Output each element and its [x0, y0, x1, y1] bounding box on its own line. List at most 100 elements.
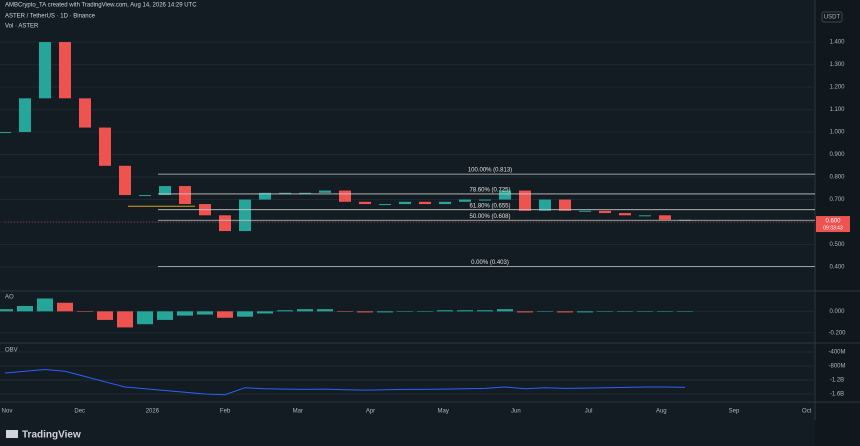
ao-bar: [37, 298, 53, 312]
ao-bar: [57, 302, 73, 312]
fib-label: 100.00% (0.813): [468, 168, 512, 174]
y-tick-label: 1.100: [829, 107, 845, 113]
y-tick-label: -1.6B: [830, 392, 844, 398]
ao-bar: [517, 311, 533, 313]
candle: [359, 201, 371, 205]
ao-bar: [177, 311, 193, 316]
candle: [279, 192, 291, 194]
candle: [439, 201, 451, 205]
candle: [119, 165, 131, 196]
fib-label: 0.00% (0.403): [471, 260, 509, 266]
x-tick-label: Jul: [585, 409, 593, 415]
candle: [519, 190, 531, 211]
candle: [139, 195, 151, 197]
ao-bar: [537, 311, 553, 312]
credit: AMBCrypto_TA created with TradingView.co…: [5, 3, 197, 9]
obv-title: OBV: [5, 348, 18, 354]
ao-bar: [257, 311, 273, 314]
candle: [459, 199, 471, 202]
ao-bar: [297, 309, 313, 312]
ao-bar: [237, 311, 253, 317]
ao-bar: [77, 311, 93, 312]
candle: [239, 199, 251, 232]
candle: [299, 192, 311, 194]
x-tick-label: 2026: [146, 409, 160, 415]
candle: [219, 215, 231, 232]
candle: [339, 190, 351, 202]
ao-bar: [377, 311, 393, 313]
ao-bar: [417, 311, 433, 312]
ao-bar: [357, 311, 373, 313]
x-tick-label: Dec: [74, 409, 85, 415]
x-tick-label: Jun: [511, 409, 521, 415]
candle: [639, 215, 651, 217]
fib-label: 50.00% (0.608): [469, 214, 510, 220]
y-tick-label: 1.300: [829, 62, 845, 68]
ao-bar: [117, 311, 133, 328]
ao-bar: [577, 311, 593, 313]
candle: [579, 210, 591, 212]
countdown: 09:33:43: [823, 225, 843, 231]
candle: [659, 215, 671, 220]
y-tick-label: 0.000: [829, 309, 845, 315]
currency-box: [821, 11, 843, 23]
x-tick-label: Oct: [802, 409, 812, 415]
fib-label: 61.80% (0.655): [469, 203, 510, 209]
candle: [19, 98, 31, 133]
ao-bar: [557, 311, 573, 313]
y-tick-label: 0.500: [829, 242, 845, 248]
candle: [499, 190, 511, 200]
candle: [559, 199, 571, 211]
candle: [79, 98, 91, 128]
ao-bar: [477, 310, 493, 312]
candle: [99, 127, 111, 166]
ao-title: AO: [5, 295, 14, 301]
y-tick-label: -0.200: [828, 330, 846, 336]
ao-bar: [277, 310, 293, 312]
x-tick-label: Aug: [656, 409, 667, 415]
candle: [379, 204, 391, 206]
last-price-box: [816, 216, 850, 233]
candle: [319, 190, 331, 193]
ao-bar: [317, 309, 333, 312]
ao-bar: [217, 311, 233, 318]
ao-bar: [337, 311, 353, 312]
x-tick-label: Sep: [729, 409, 740, 415]
candle: [179, 186, 191, 205]
x-tick-label: Mar: [293, 409, 303, 415]
y-tick-label: -1.2B: [830, 378, 844, 384]
ao-bar: [437, 310, 453, 312]
candle: [539, 199, 551, 211]
ao-bar: [157, 311, 173, 320]
y-tick-label: 0.900: [829, 152, 845, 158]
candle: [599, 210, 611, 214]
ao-bar: [17, 305, 33, 312]
symbol: ASTER / TetherUS · 1D · Binance: [5, 14, 96, 20]
ao-bar: [97, 311, 113, 320]
ao-bar: [137, 311, 153, 325]
ao-bar: [597, 311, 613, 312]
ao-bar: [0, 309, 13, 312]
obv-line: [4, 368, 686, 396]
x-tick-label: Apr: [366, 409, 375, 415]
last-price: 0.600: [825, 219, 841, 225]
ao-bar: [457, 310, 473, 312]
y-tick-label: 0.800: [829, 175, 845, 181]
candle: [59, 42, 71, 99]
candle: [419, 201, 431, 205]
x-tick-label: May: [438, 409, 449, 415]
ao-bar: [197, 311, 213, 315]
fib-label: 78.60% (0.725): [469, 188, 510, 194]
ao-bar: [617, 311, 633, 312]
logo-mark: [6, 430, 18, 438]
y-tick-label: 1.200: [829, 85, 845, 91]
brand: TradingView: [22, 430, 81, 441]
x-tick-label: Feb: [220, 409, 231, 415]
candle: [479, 199, 491, 201]
candle: [259, 192, 271, 200]
candle: [619, 213, 631, 216]
y-tick-label: 0.400: [829, 265, 845, 271]
ao-bar: [677, 311, 693, 312]
